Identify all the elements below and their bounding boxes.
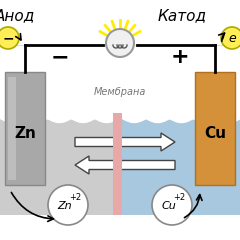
FancyBboxPatch shape [195, 72, 235, 185]
FancyBboxPatch shape [8, 77, 16, 180]
FancyBboxPatch shape [113, 113, 122, 215]
Polygon shape [75, 133, 175, 151]
Circle shape [152, 185, 192, 225]
Text: −: − [2, 31, 14, 45]
Text: +2: +2 [173, 193, 185, 203]
Text: Cu: Cu [204, 126, 226, 141]
Circle shape [221, 27, 240, 49]
Text: Zn: Zn [14, 126, 36, 141]
FancyBboxPatch shape [113, 130, 122, 180]
Text: Мембрана: Мембрана [94, 87, 146, 97]
FancyBboxPatch shape [5, 72, 45, 185]
Text: Катод: Катод [158, 8, 207, 23]
FancyBboxPatch shape [0, 118, 118, 215]
Text: Zn: Zn [58, 201, 72, 211]
Text: Cu: Cu [162, 201, 176, 211]
Text: Анод: Анод [0, 8, 35, 23]
FancyBboxPatch shape [122, 118, 240, 215]
Circle shape [0, 27, 19, 49]
Text: −: − [51, 47, 69, 67]
Circle shape [106, 29, 134, 57]
FancyBboxPatch shape [0, 0, 240, 118]
Text: e: e [228, 31, 236, 44]
Circle shape [48, 185, 88, 225]
Text: +2: +2 [69, 193, 81, 203]
Text: +: + [171, 47, 189, 67]
Polygon shape [75, 156, 175, 174]
